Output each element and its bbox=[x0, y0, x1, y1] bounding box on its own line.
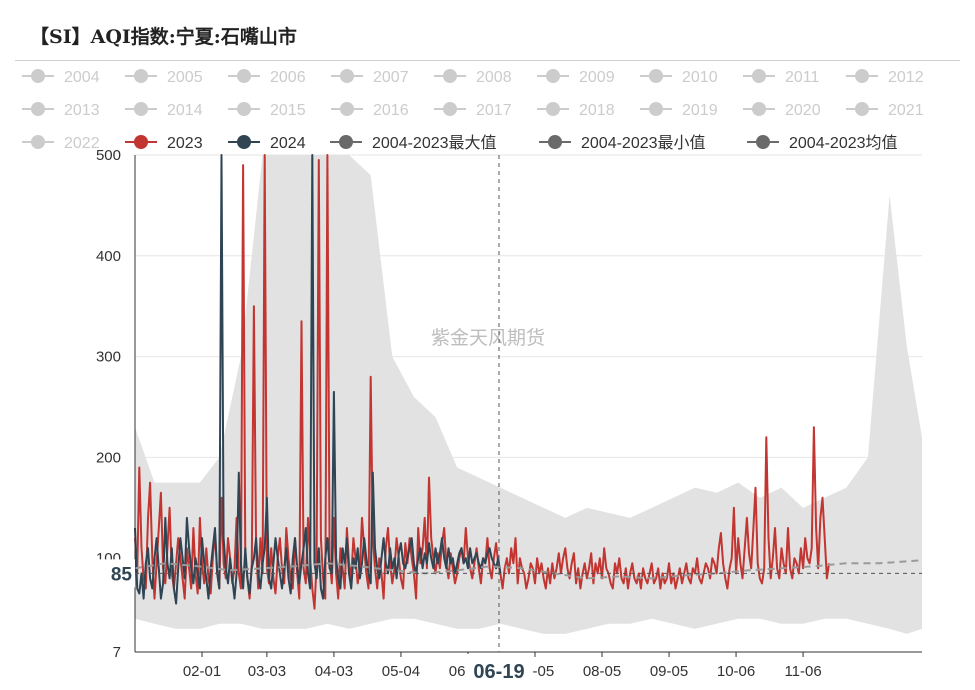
x-tick-label: 10-06 bbox=[717, 663, 755, 680]
legend-label: 2017 bbox=[476, 102, 512, 119]
legend-label: 2015 bbox=[270, 102, 306, 119]
legend-dot bbox=[340, 69, 354, 83]
y-tick-label: 300 bbox=[96, 349, 121, 366]
legend-dot bbox=[752, 102, 766, 116]
legend-dot bbox=[548, 135, 562, 149]
pointer-x-box bbox=[465, 654, 533, 684]
legend-label: 2018 bbox=[579, 102, 615, 119]
legend-item-2004-2023最大值[interactable]: 2004-2023最大值 bbox=[330, 134, 497, 152]
legend-item-2008[interactable]: 2008 bbox=[434, 69, 512, 86]
axis-pointer: 06-19 85 bbox=[97, 155, 922, 684]
legend-label: 2012 bbox=[888, 69, 924, 86]
x-tick-label: 04-03 bbox=[315, 663, 353, 680]
legend-item-2005[interactable]: 2005 bbox=[125, 69, 203, 86]
legend-dot bbox=[855, 69, 869, 83]
legend-dot bbox=[339, 135, 353, 149]
legend-item-2014[interactable]: 2014 bbox=[125, 102, 203, 119]
legend-label: 2023 bbox=[167, 135, 203, 152]
legend[interactable]: 2004 2005 2006 2007 2008 2009 2010 2011 2012 2013… bbox=[22, 69, 924, 152]
legend-item-2016[interactable]: 2016 bbox=[331, 102, 409, 119]
legend-item-2013[interactable]: 2013 bbox=[22, 102, 100, 119]
legend-dot bbox=[237, 102, 251, 116]
legend-item-2015[interactable]: 2015 bbox=[228, 102, 306, 119]
legend-label: 2007 bbox=[373, 69, 409, 86]
legend-item-2018[interactable]: 2018 bbox=[537, 102, 615, 119]
legend-label: 2008 bbox=[476, 69, 512, 86]
legend-label: 2010 bbox=[682, 69, 718, 86]
series-lines bbox=[134, 154, 923, 610]
legend-label: 2009 bbox=[579, 69, 615, 86]
legend-dot bbox=[31, 102, 45, 116]
legend-item-2021[interactable]: 2021 bbox=[846, 102, 924, 119]
legend-label: 2016 bbox=[373, 102, 409, 119]
legend-item-2006[interactable]: 2006 bbox=[228, 69, 306, 86]
legend-dot bbox=[855, 102, 869, 116]
legend-dot bbox=[756, 135, 770, 149]
legend-label: 2004-2023均值 bbox=[789, 134, 898, 152]
legend-item-2004[interactable]: 2004 bbox=[22, 69, 100, 86]
x-tick-label: 02-01 bbox=[183, 663, 221, 680]
series-line-2 bbox=[134, 559, 923, 580]
legend-dot bbox=[31, 69, 45, 83]
legend-dot bbox=[752, 69, 766, 83]
y-tick-label: 7 bbox=[113, 644, 121, 661]
legend-item-2004-2023均值[interactable]: 2004-2023均值 bbox=[747, 134, 898, 152]
legend-label: 2006 bbox=[270, 69, 306, 86]
legend-item-2023[interactable]: 2023 bbox=[125, 135, 203, 152]
legend-item-2024[interactable]: 2024 bbox=[228, 135, 306, 152]
legend-label: 2024 bbox=[270, 135, 306, 152]
legend-dot bbox=[546, 69, 560, 83]
page-title: 【SI】AQI指数:宁夏:石嘴山市 bbox=[30, 26, 297, 48]
legend-label: 2011 bbox=[785, 69, 820, 86]
watermark: 紫金天风期货 bbox=[431, 327, 545, 349]
legend-dot bbox=[546, 102, 560, 116]
pointer-y-box bbox=[97, 559, 135, 588]
legend-item-2007[interactable]: 2007 bbox=[331, 69, 409, 86]
legend-item-2012[interactable]: 2012 bbox=[846, 69, 924, 86]
legend-dot bbox=[31, 135, 45, 149]
legend-label: 2020 bbox=[785, 102, 821, 119]
legend-dot bbox=[443, 102, 457, 116]
legend-item-2004-2023最小值[interactable]: 2004-2023最小值 bbox=[539, 134, 706, 152]
y-tick-label: 500 bbox=[96, 147, 121, 164]
legend-dot bbox=[340, 102, 354, 116]
x-tick-label: 05-04 bbox=[382, 663, 420, 680]
legend-dot bbox=[237, 135, 251, 149]
legend-label: 2004-2023最大值 bbox=[372, 134, 497, 152]
y-tick-label: 200 bbox=[96, 449, 121, 466]
legend-label: 2022 bbox=[64, 135, 100, 152]
x-tick-label: 09-05 bbox=[650, 663, 688, 680]
legend-label: 2021 bbox=[888, 102, 924, 119]
title-divider bbox=[15, 60, 960, 61]
legend-item-2017[interactable]: 2017 bbox=[434, 102, 512, 119]
legend-item-2020[interactable]: 2020 bbox=[743, 102, 821, 119]
legend-dot bbox=[237, 69, 251, 83]
x-tick-label: 08-05 bbox=[583, 663, 621, 680]
x-tick-label: 11-06 bbox=[784, 663, 821, 680]
x-tick-label: 03-03 bbox=[248, 663, 286, 680]
legend-label: 2014 bbox=[167, 102, 203, 119]
pointer-y-label: 85 bbox=[111, 564, 133, 585]
legend-dot bbox=[134, 135, 148, 149]
legend-dot bbox=[134, 102, 148, 116]
legend-item-2009[interactable]: 2009 bbox=[537, 69, 615, 86]
legend-dot bbox=[649, 69, 663, 83]
legend-label: 2004-2023最小值 bbox=[581, 134, 706, 152]
legend-dot bbox=[443, 69, 457, 83]
pointer-x-label: 06-19 bbox=[473, 661, 524, 683]
legend-item-2011[interactable]: 2011 bbox=[743, 69, 820, 86]
legend-label: 2005 bbox=[167, 69, 203, 86]
legend-item-2010[interactable]: 2010 bbox=[640, 69, 718, 86]
legend-item-2022[interactable]: 2022 bbox=[22, 135, 100, 152]
legend-label: 2019 bbox=[682, 102, 718, 119]
legend-dot bbox=[134, 69, 148, 83]
axes: 710020030040050002-0103-0304-0305-0406-0… bbox=[96, 147, 922, 680]
y-tick-label: 400 bbox=[96, 248, 121, 265]
legend-label: 2013 bbox=[64, 102, 100, 119]
legend-label: 2004 bbox=[64, 69, 100, 86]
legend-item-2019[interactable]: 2019 bbox=[640, 102, 718, 119]
legend-dot bbox=[649, 102, 663, 116]
